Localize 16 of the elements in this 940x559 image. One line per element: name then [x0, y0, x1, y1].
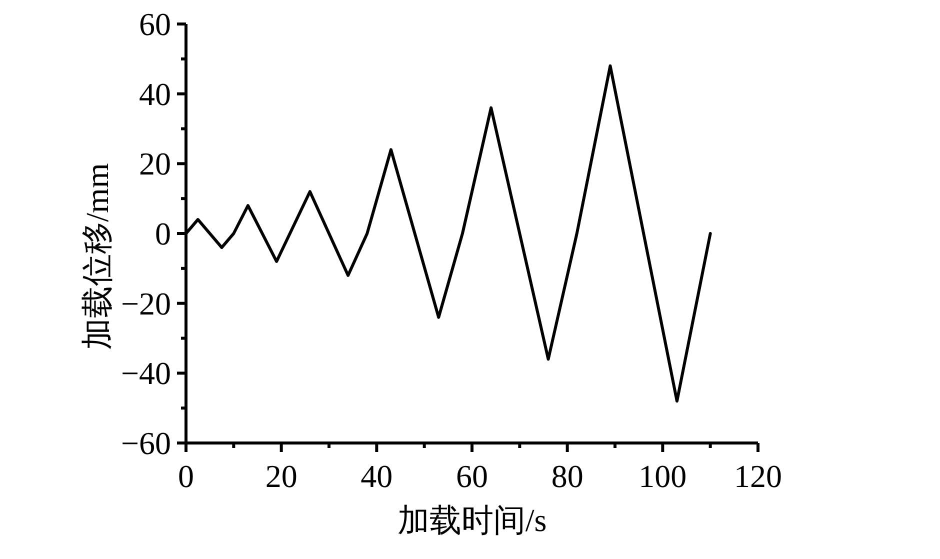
x-tick-label: 20 — [265, 458, 298, 494]
x-axis-title: 加载时间/s — [397, 502, 547, 538]
y-tick-label: 60 — [139, 6, 171, 42]
x-tick-label: 0 — [178, 458, 194, 494]
x-tick-label: 60 — [456, 458, 488, 494]
x-tick-label: 100 — [638, 458, 687, 494]
y-tick-label: 0 — [155, 216, 171, 252]
y-tick-label: 40 — [139, 76, 171, 112]
y-tick-label: −60 — [120, 425, 171, 461]
y-axis-title: 加载位移/mm — [79, 163, 115, 350]
x-tick-label: 120 — [734, 458, 782, 494]
y-tick-label: 20 — [139, 146, 171, 182]
x-tick-label: 40 — [360, 458, 393, 494]
y-tick-label: −40 — [120, 355, 171, 392]
y-tick-label: −20 — [120, 285, 171, 322]
x-tick-label: 80 — [551, 458, 584, 494]
